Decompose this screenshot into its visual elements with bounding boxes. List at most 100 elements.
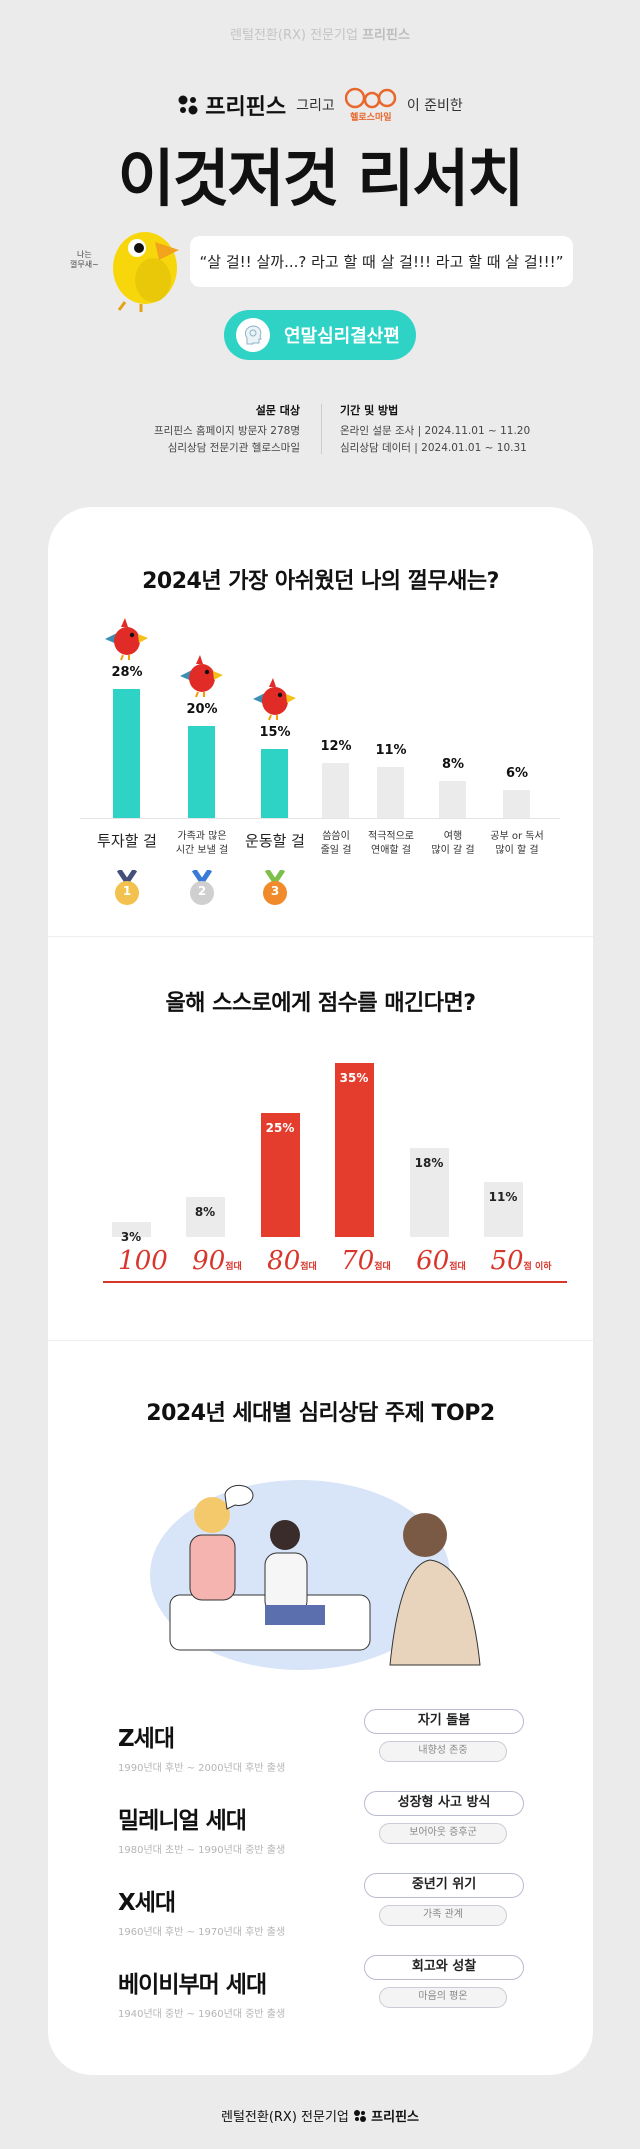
counseling-illustration [150,1480,481,1670]
chart2-value-label: 8% [194,1205,216,1220]
info-divider [321,404,322,454]
prepared-text: 이 준비한 [406,97,463,114]
generation-name: 베이비부머 세대 [118,1972,267,1998]
top-tagline: 렌털전환(RX) 전문기업 프리핀스 [0,24,640,43]
score-number: 60 [416,1246,450,1276]
survey-period: 기간 및 방법 온라인 설문 조사 | 2024.11.01 ~ 11.20 심… [340,402,600,457]
top2-topic-tag: 보어아웃 증후군 [379,1823,507,1844]
chart1-bar [188,726,215,818]
brand-row: 프리핀스 그리고 헬로스마일 이 준비한 [0,86,640,123]
generations-title: 2024년 세대별 심리상담 주제 TOP2 [146,1401,495,1426]
chart1-value-label: 12% [320,738,352,754]
chart1-category-label: 가족과 많은 시간 보낼 걸 [175,831,229,856]
chart1-baseline [80,818,560,819]
generation-row: 베이비부머 세대 1940년대 중반 ~ 1960년대 중반 출생 회고와 성찰 마음… [118,1955,538,2025]
generation-years: 1980년대 초반 ~ 1990년대 중반 출생 [118,1845,286,1856]
medal-rank: 3 [270,884,280,898]
theme-badge-label: 연말심리결산편 [284,326,400,347]
chart1-bar [439,781,466,818]
score-suffix: 점 이하 [523,1262,552,1272]
chart1-value-label: 28% [111,665,143,681]
generation-row: Z세대 1990년대 후반 ~ 2000년대 후반 출생 자기 돌봄 내향성 존중 [118,1709,538,1779]
top2-topic-tag: 내향성 존중 [379,1741,507,1762]
brand-name: 프리핀스 [205,94,287,120]
smile-faces-icon [344,87,397,109]
chart1-category-label: 적극적으로 연애할 걸 [368,831,414,856]
medal-icon: 2 [188,868,216,906]
footer-tagline: 렌털전환(RX) 전문기업 [220,2110,349,2125]
chart1-category-label: 씀씀이 줄일 걸 [320,831,352,856]
score-suffix: 점대 [449,1262,466,1272]
page-title: 이것저것 리서치 [117,142,525,215]
and-text: 그리고 [296,97,335,114]
partner-logo: 헬로스마일 [344,86,397,123]
parrot-icon [103,617,151,665]
parrot-icon [251,677,299,725]
section-divider [48,1340,593,1341]
score-suffix: 점대 [225,1262,242,1272]
chart2-bar [484,1182,523,1237]
footer: 렌털전환(RX) 전문기업 프리핀스 [0,2106,640,2125]
chart2-score-label: 50점 이하 [475,1247,567,1283]
medal-rank: 2 [197,884,207,898]
score-suffix: 점대 [300,1262,317,1272]
partner-name: 헬로스마일 [350,113,392,123]
chart2-value-label: 25% [265,1120,295,1135]
chart2-bar [186,1197,225,1237]
footer-brand: 프리핀스 [371,2110,420,2125]
brand-logo: 프리핀스 [177,89,286,121]
score-suffix: 점대 [374,1262,391,1272]
survey-target-line: 심리상담 전문기관 헬로스마일 [167,442,300,454]
chart1-bar [113,689,140,818]
survey-period-line: 심리상담 데이터 | 2024.01.01 ~ 10.31 [340,442,527,454]
survey-target: 설문 대상 프리핀스 홈페이지 방문자 278명 심리상담 전문기관 헬로스마일 [80,402,300,457]
chart1-value-label: 20% [186,702,218,717]
score-number: 100 [118,1246,168,1276]
chart1-category-label: 여행 많이 갈 걸 [431,831,475,856]
top2-topic-tag: 가족 관계 [379,1905,507,1926]
medal-icon: 1 [113,868,141,906]
chart1-title: 2024년 가장 아쉬웠던 나의 껄무새는? [142,569,499,594]
brand-mark-icon [354,2110,367,2122]
chart1-value-label: 15% [259,725,291,740]
chart1-value-label: 8% [441,757,465,773]
generation-name: X세대 [118,1890,176,1916]
speech-bubble: “살 걸!! 살까...? 라고 할 때 살 걸!!! 라고 할 때 살 걸!!… [190,236,573,287]
top1-topic-tag: 회고와 성찰 [364,1955,524,1980]
score-number: 90 [192,1246,226,1276]
chart2-title: 올해 스스로에게 점수를 매긴다면? [165,991,476,1016]
score-number: 70 [341,1246,375,1276]
chart2-bar [335,1063,374,1237]
content-card: 2024년 가장 아쉬웠던 나의 껄무새는? 28% 투자할 걸 1 20% 가족과 많… [48,507,593,2075]
medal-rank: 1 [122,884,132,898]
chart1-category-label: 운동할 걸 [245,832,305,850]
chart2-bar [112,1222,151,1237]
chart1-category-label: 공부 or 독서 많이 할 걸 [490,831,544,856]
generation-name: 밀레니얼 세대 [118,1808,247,1834]
generation-years: 1940년대 중반 ~ 1960년대 중반 출생 [118,2009,286,2020]
survey-target-heading: 설문 대상 [255,404,300,417]
chart1-bar [503,790,530,818]
chart2-score-label: 60점대 [401,1247,481,1283]
brand-small: 프리핀스 [362,28,410,43]
chart1-bar [377,767,404,818]
survey-target-line: 프리핀스 홈페이지 방문자 278명 [154,425,300,437]
survey-period-heading: 기간 및 방법 [340,404,399,417]
generation-years: 1960년대 후반 ~ 1970년대 후반 출생 [118,1927,286,1938]
chart1-value-label: 11% [375,743,407,759]
chart2-value-label: 18% [414,1155,444,1170]
generation-row: X세대 1960년대 후반 ~ 1970년대 후반 출생 중년기 위기 가족 관계 [118,1873,538,1943]
tagline-text: 렌털전환(RX) 전문기업 [230,28,358,43]
medal-icon: 3 [261,868,289,906]
chart2-value-label: 35% [339,1071,369,1086]
head-brain-icon [236,318,270,352]
generation-row: 밀레니얼 세대 1980년대 초반 ~ 1990년대 중반 출생 성장형 사고 방식… [118,1791,538,1861]
parrot-icon [178,654,226,702]
chart1-bar [322,762,349,818]
generation-name: Z세대 [118,1726,175,1752]
chart1-value-label: 6% [505,766,529,782]
chart2-score-label: 90점대 [177,1247,257,1283]
brand-mark-icon [178,95,198,114]
chart1-category-label: 투자할 걸 [97,832,157,850]
chart2-bar [261,1112,300,1237]
